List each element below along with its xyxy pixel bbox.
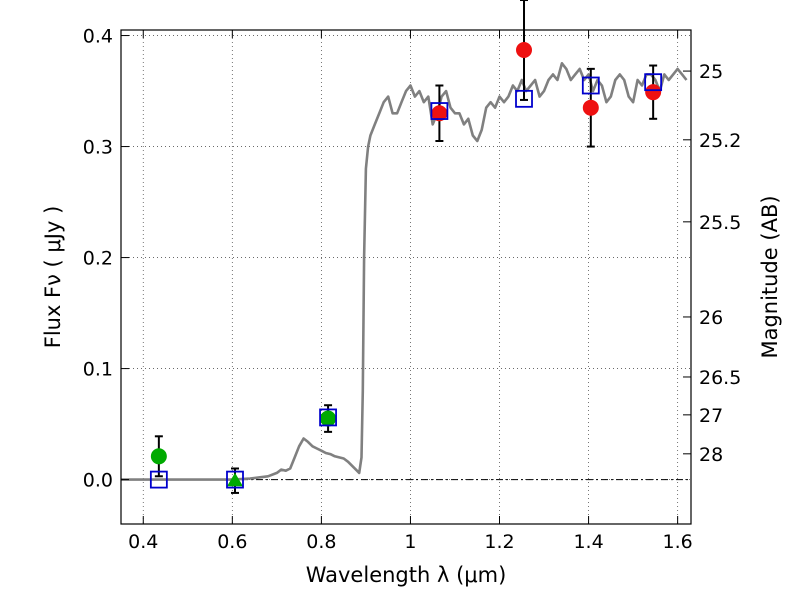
data-point	[645, 84, 662, 101]
x-axis-title: Wavelength λ (μm)	[306, 563, 507, 587]
y-tick-label: 0.1	[83, 359, 113, 381]
upper-limit-marker	[227, 472, 243, 487]
x-tick-label: 1	[404, 531, 416, 553]
markers	[149, 0, 663, 494]
grid	[121, 30, 691, 524]
mag-tick-label: 26.5	[699, 367, 741, 389]
x-tick-label: 1.6	[663, 531, 693, 553]
model-flux-square	[149, 470, 168, 489]
data-point	[150, 448, 167, 465]
x-tick-label: 1.2	[484, 531, 514, 553]
model-flux-square	[644, 73, 663, 92]
x-tick-label: 0.4	[128, 531, 158, 553]
sed-spectrum-line	[121, 61, 688, 481]
data-point	[516, 41, 533, 58]
mag-tick-label: 25	[699, 61, 723, 83]
plot-frame	[120, 29, 692, 525]
y-tick-label: 0.2	[83, 248, 113, 270]
mag-tick-label: 25.5	[699, 212, 741, 234]
y-axis-title: Flux Fν ( μJy )	[41, 206, 65, 349]
model-flux-square	[226, 470, 244, 489]
x-tick-label: 0.8	[306, 531, 336, 553]
axis-ticks: 0.4 0.6 0.8 1 1.2 1.4 1.6 0.0 0.1 0.2 0.3 0.4 25 25.2…	[83, 26, 742, 553]
y-tick-label: 0.3	[83, 137, 113, 159]
data-point	[320, 410, 337, 427]
mag-tick-label: 28	[699, 444, 723, 466]
y-tick-label: 0.0	[83, 470, 113, 492]
model-flux-square	[430, 102, 449, 120]
model-flux-square	[515, 89, 533, 108]
mag-tick-label: 25.2	[699, 130, 741, 152]
model-flux-square	[581, 76, 600, 95]
y-tick-label: 0.4	[83, 26, 113, 48]
mag-tick-label: 27	[699, 405, 723, 427]
y2-axis-title: Magnitude (AB)	[758, 195, 782, 358]
data-point	[582, 99, 599, 116]
data-layer	[121, 61, 688, 481]
x-tick-label: 0.6	[217, 531, 247, 553]
mag-tick-label: 26	[699, 307, 723, 329]
model-flux-square	[319, 408, 337, 427]
x-tick-label: 1.4	[573, 531, 603, 553]
